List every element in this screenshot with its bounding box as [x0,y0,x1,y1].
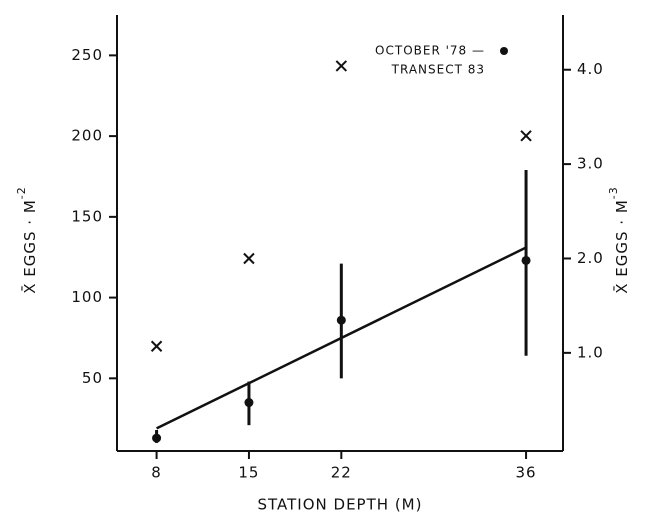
y2-tick-label: 1.0 [577,343,604,361]
y-tick-label: 150 [71,207,103,225]
data-cross [243,252,255,265]
y2-tick-label: 4.0 [577,60,604,78]
data-point [336,315,346,325]
y2-label-text: X̄ EGGS · M [612,199,631,294]
x-axis-label: STATION DEPTH (M) [258,496,423,514]
y-label-exponent: -2 [15,186,28,199]
annotation-dot [500,47,508,55]
y-tick-label: 50 [82,369,103,387]
y-tick-label: 100 [71,288,103,306]
data-cross [520,130,532,142]
data-point [152,433,162,443]
y-axis-label: X̄ EGGS · M-2 [15,186,39,294]
y2-axis-label: X̄ EGGS · M-3 [607,186,631,294]
y-label-text: X̄ EGGS · M [20,199,39,294]
annotation: OCTOBER '78 — [375,44,485,58]
y-tick-label: 200 [71,127,103,145]
y2-label-exponent: -3 [607,186,620,199]
y2-tick-label: 2.0 [577,249,604,267]
data-point [521,255,531,265]
annotation: TRANSECT 83 [391,63,485,77]
x-tick-label: 22 [331,464,352,482]
y2-tick-label: 3.0 [577,155,604,173]
data-cross [150,340,163,352]
x-tick-label: 8 [151,464,162,482]
x-tick-label: 15 [238,464,259,482]
x-tick-label: 36 [516,464,537,482]
y-tick-label: 250 [71,46,103,64]
data-point [244,398,254,408]
data-cross [335,60,348,72]
